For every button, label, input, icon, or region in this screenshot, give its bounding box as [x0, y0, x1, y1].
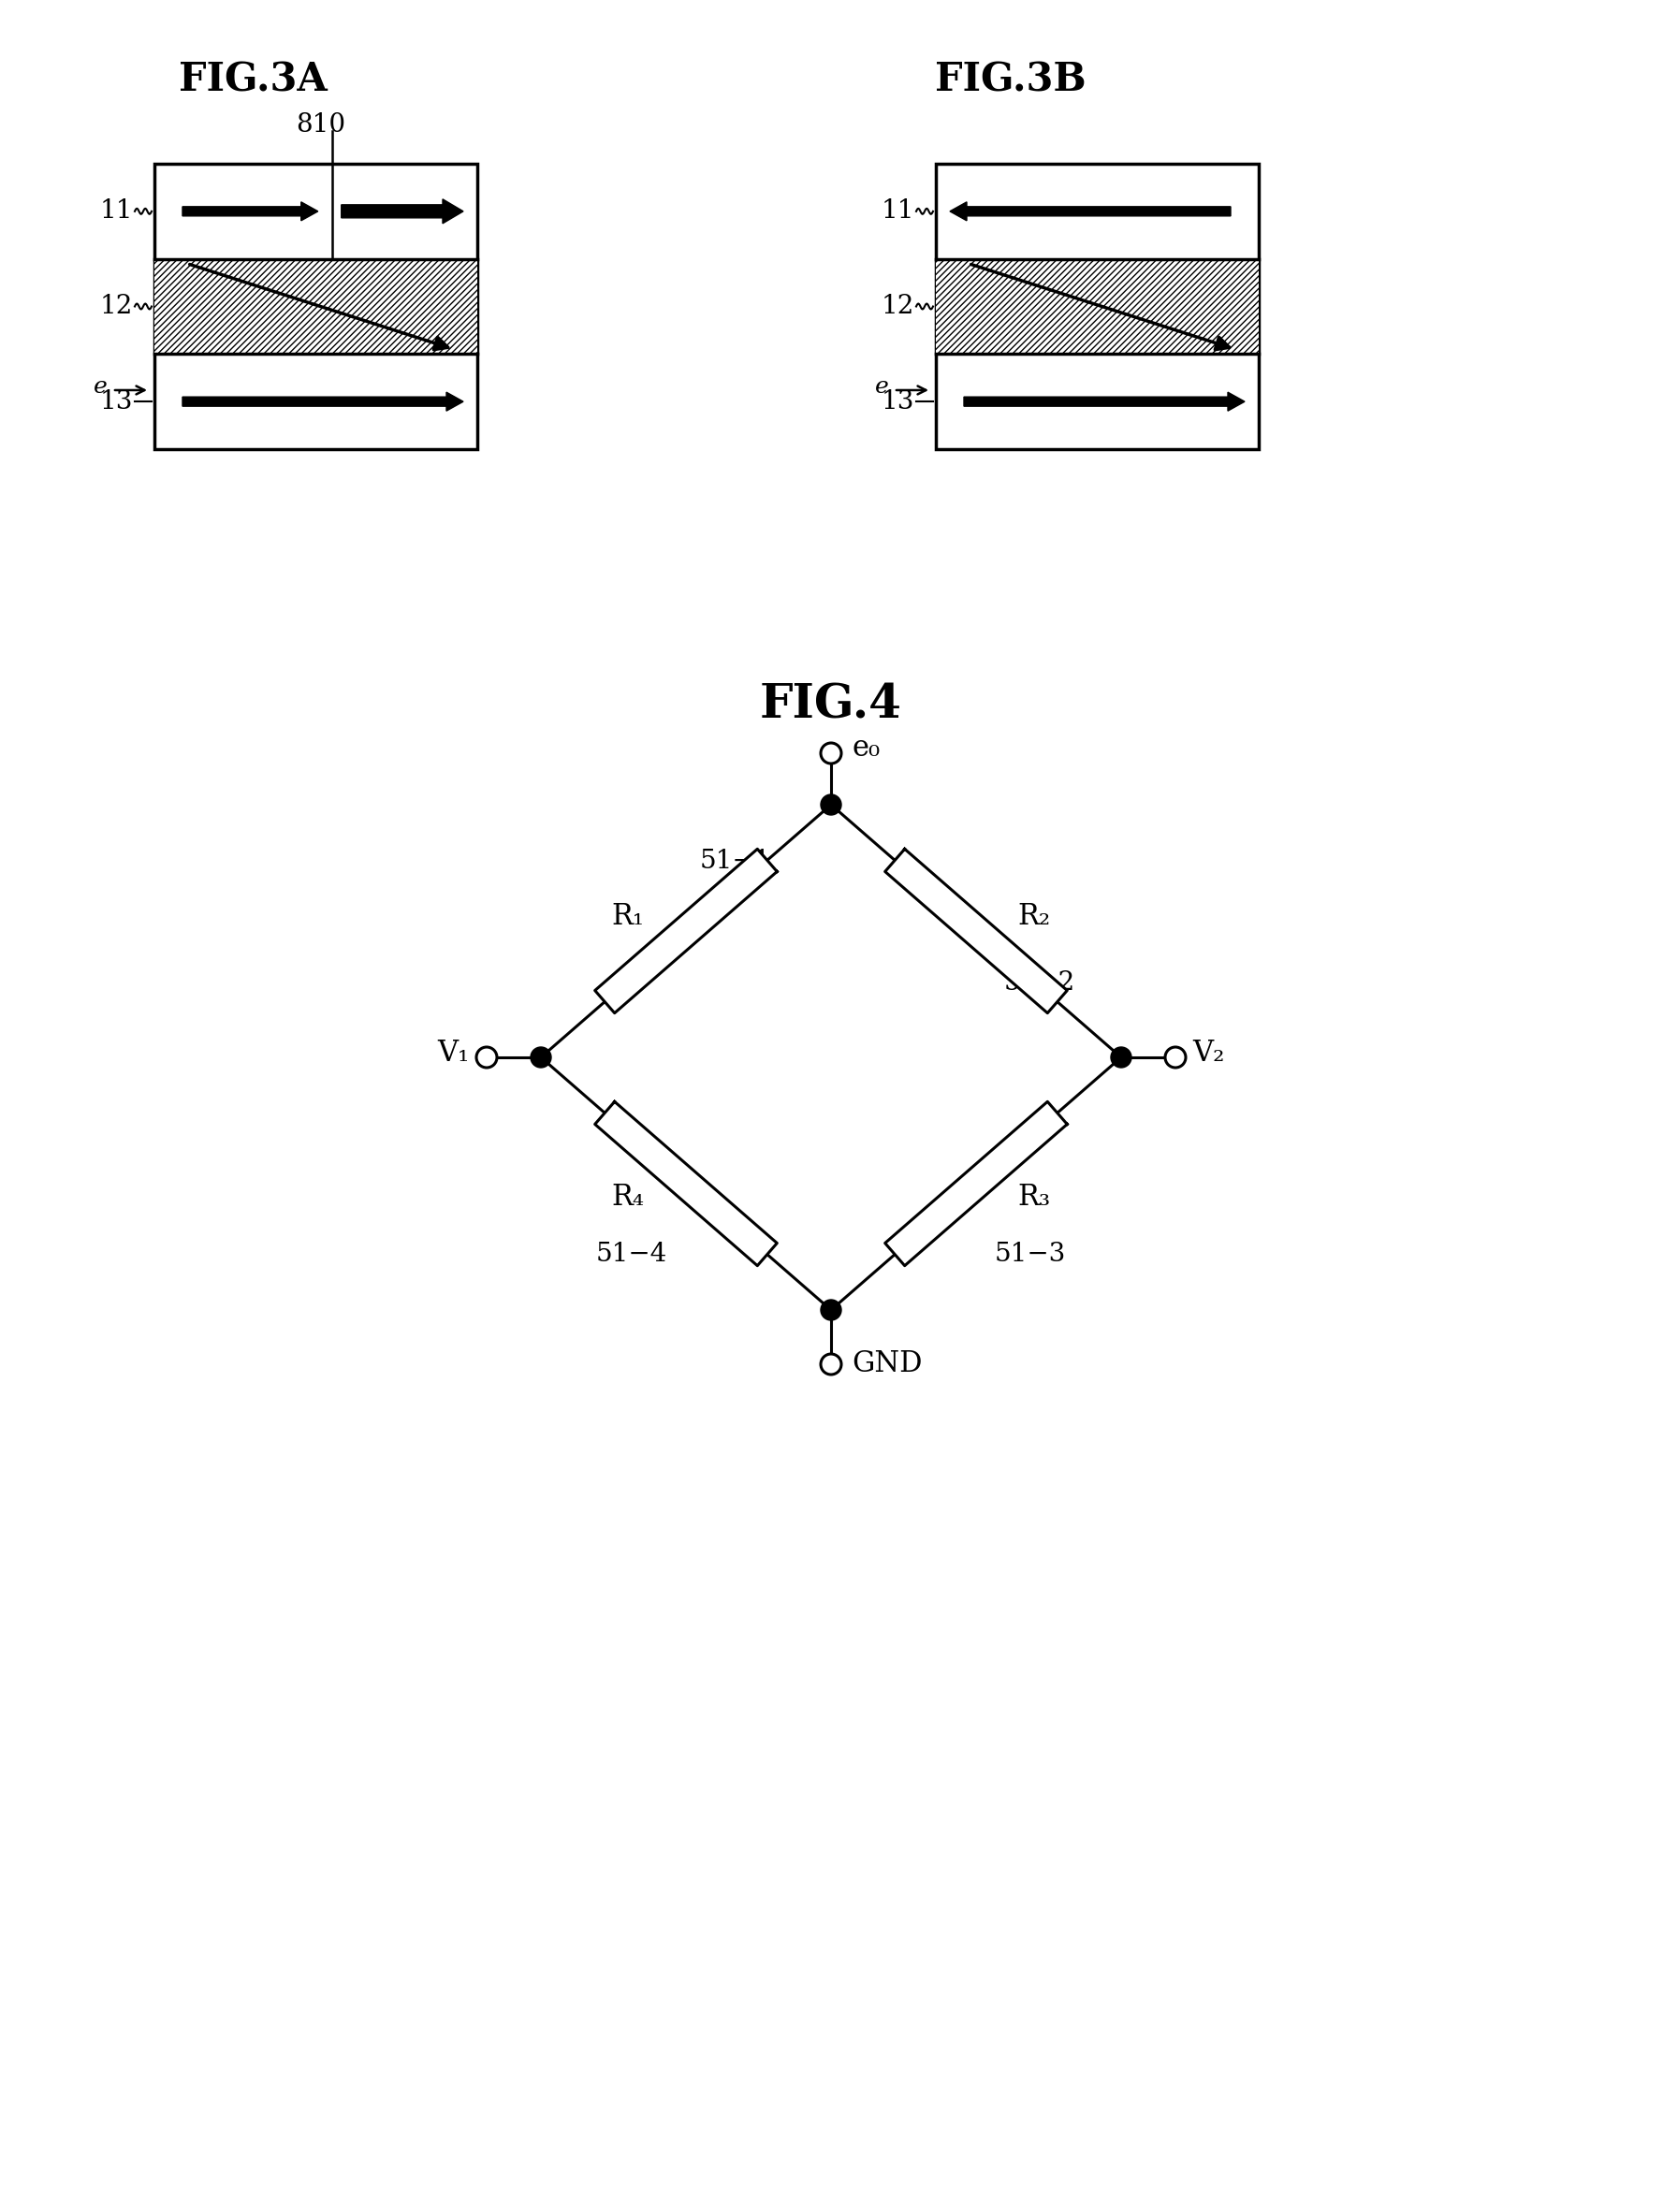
- Text: 13: 13: [881, 389, 915, 414]
- Text: V₁: V₁: [437, 1037, 469, 1066]
- Text: 51−4: 51−4: [595, 1241, 667, 1267]
- Text: R₂: R₂: [1018, 902, 1051, 931]
- FancyArrow shape: [341, 199, 464, 223]
- Text: R₁: R₁: [612, 902, 644, 931]
- Circle shape: [1166, 1046, 1186, 1068]
- Circle shape: [822, 1301, 841, 1321]
- Text: R₄: R₄: [612, 1183, 644, 1212]
- Circle shape: [530, 1046, 550, 1068]
- Circle shape: [822, 743, 841, 763]
- Text: FIG.4: FIG.4: [760, 684, 901, 730]
- Polygon shape: [885, 1102, 1068, 1265]
- Text: 11: 11: [100, 199, 133, 223]
- Text: 51−1: 51−1: [700, 847, 772, 874]
- Bar: [936, 259, 1259, 354]
- Circle shape: [476, 1046, 497, 1068]
- FancyArrow shape: [183, 392, 464, 411]
- Circle shape: [822, 1354, 841, 1374]
- Text: V₂: V₂: [1192, 1037, 1224, 1066]
- Text: 51−2: 51−2: [1004, 969, 1076, 995]
- Text: R₃: R₃: [1018, 1183, 1051, 1212]
- Polygon shape: [595, 1102, 777, 1265]
- Text: e: e: [875, 376, 890, 398]
- Text: 12: 12: [100, 294, 133, 319]
- Text: 51−3: 51−3: [994, 1241, 1066, 1267]
- Text: FIG.3B: FIG.3B: [935, 60, 1086, 100]
- Text: FIG.3A: FIG.3A: [178, 60, 328, 100]
- Text: e₀: e₀: [851, 734, 880, 763]
- Text: 11: 11: [881, 199, 915, 223]
- Circle shape: [822, 794, 841, 814]
- FancyArrow shape: [965, 392, 1244, 411]
- Circle shape: [1111, 1046, 1131, 1068]
- Polygon shape: [885, 849, 1068, 1013]
- Text: 810: 810: [296, 113, 346, 137]
- Text: 12: 12: [881, 294, 915, 319]
- Text: GND: GND: [851, 1349, 923, 1378]
- Bar: [155, 164, 477, 449]
- Text: 13: 13: [100, 389, 133, 414]
- FancyArrow shape: [950, 201, 1231, 221]
- Polygon shape: [595, 849, 777, 1013]
- FancyArrow shape: [183, 201, 318, 221]
- Bar: [155, 259, 477, 354]
- Text: e: e: [93, 376, 108, 398]
- Bar: [936, 164, 1259, 449]
